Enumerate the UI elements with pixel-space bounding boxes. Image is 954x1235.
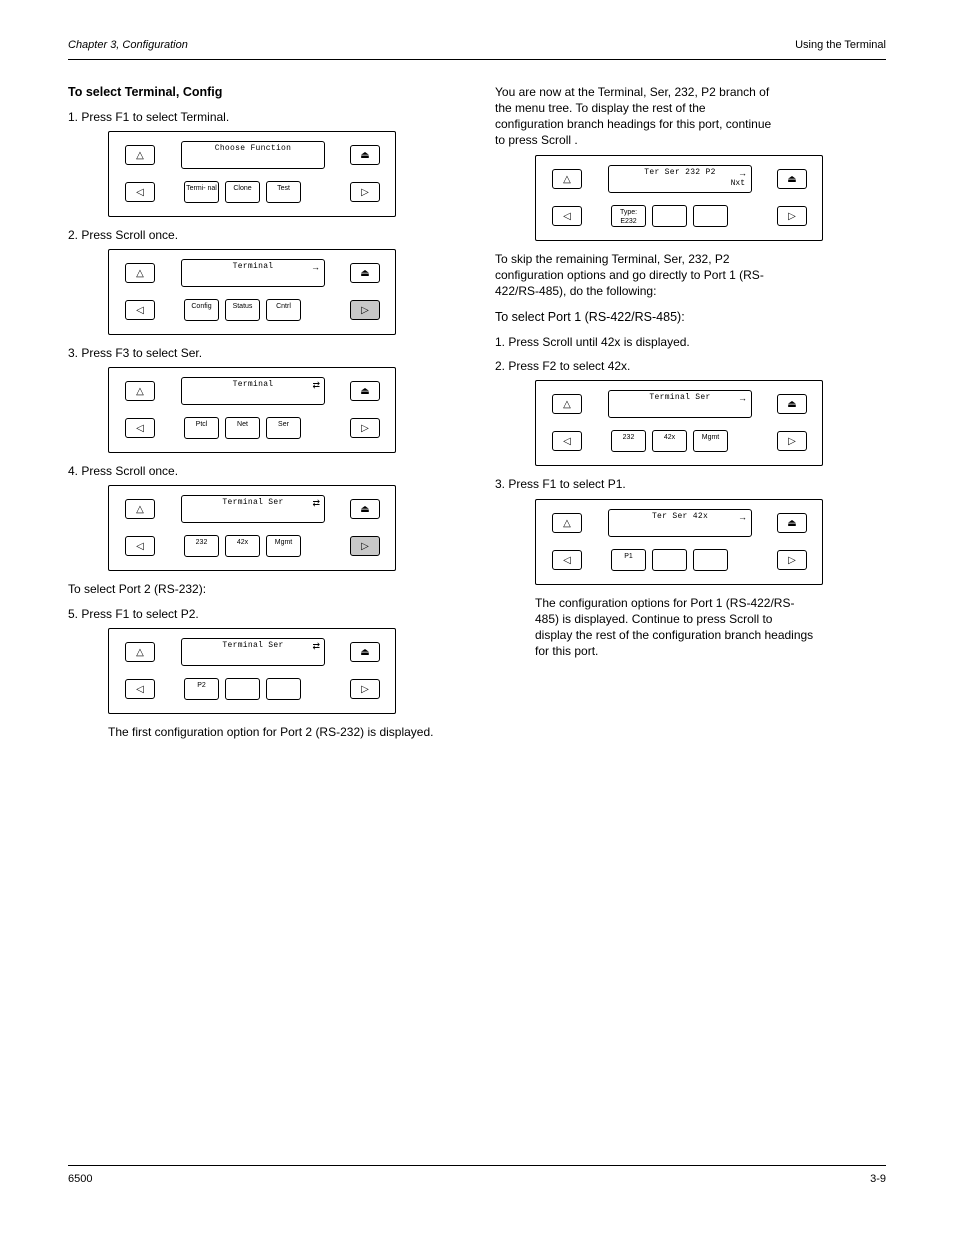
panel-5: Terminal Ser⇄ △ ⏏ ◁ ▷ P2 <box>108 628 396 714</box>
panel7-f2[interactable]: 42x <box>652 430 687 452</box>
panel8-f2[interactable] <box>652 549 687 571</box>
panel6-f3[interactable] <box>693 205 728 227</box>
bidir-arrow-icon: ⇄ <box>312 642 320 651</box>
panel6-f2[interactable] <box>652 205 687 227</box>
panel6-eject-btn[interactable]: ⏏ <box>777 169 807 189</box>
panel1-scroll-right[interactable]: ▷ <box>350 182 380 202</box>
panel1-home-btn[interactable]: △ <box>125 145 155 165</box>
bidir-arrow-icon: ⇄ <box>312 381 320 390</box>
panel2-f2[interactable]: Status <box>225 299 260 321</box>
panel7-scroll-right[interactable]: ▷ <box>777 431 807 451</box>
panel7-eject-btn[interactable]: ⏏ <box>777 394 807 414</box>
panel4-scroll-left[interactable]: ◁ <box>125 536 155 556</box>
panel1-f2[interactable]: Clone <box>225 181 260 203</box>
panel3-f3[interactable]: Ser <box>266 417 301 439</box>
step-5-left: 5. Press F1 to select P2. <box>68 606 459 622</box>
panel2-eject-btn[interactable]: ⏏ <box>350 263 380 283</box>
panel7-home-btn[interactable]: △ <box>552 394 582 414</box>
right-arrow-icon: → <box>738 394 747 403</box>
after-step5: The first configuration option for Port … <box>108 724 459 740</box>
panel5-scroll-right[interactable]: ▷ <box>350 679 380 699</box>
right-arrow-icon: → <box>738 513 747 522</box>
panel-3: Terminal⇄ △ ⏏ ◁ ▷ Ptcl Net Ser <box>108 367 396 453</box>
panel8-scroll-right[interactable]: ▷ <box>777 550 807 570</box>
panel-7: Terminal Ser→ △ ⏏ ◁ ▷ 232 42x Mgmt <box>535 380 823 466</box>
right-mid: To skip the remaining Terminal, Ser, 232… <box>495 251 886 300</box>
panel3-home-btn[interactable]: △ <box>125 381 155 401</box>
panel4-f3[interactable]: Mgmt <box>266 535 301 557</box>
panel6-f1[interactable]: Type: E232 <box>611 205 646 227</box>
panel-8: Ter Ser 42x→ △ ⏏ ◁ ▷ P1 <box>535 499 823 585</box>
panel-1: Choose Function △ ⏏ ◁ ▷ Termi- nal Clone… <box>108 131 396 217</box>
panel8-f3[interactable] <box>693 549 728 571</box>
right-column: You are now at the Terminal, Ser, 232, P… <box>495 74 886 746</box>
panel8-home-btn[interactable]: △ <box>552 513 582 533</box>
header-chapter: Chapter 3, Configuration <box>68 38 188 53</box>
panel1-eject-btn[interactable]: ⏏ <box>350 145 380 165</box>
right-arrow-icon: → <box>738 169 747 178</box>
panel1-f1[interactable]: Termi- nal <box>184 181 219 203</box>
left-column: To select Terminal, Config 1. Press F1 t… <box>68 74 459 746</box>
panel2-f3[interactable]: Cntrl <box>266 299 301 321</box>
step-4-left: 4. Press Scroll once. <box>68 463 459 479</box>
section-title-terminal-config: To select Terminal, Config <box>68 84 459 101</box>
right-arrow-icon: → <box>311 263 320 272</box>
step-1-right: 1. Press Scroll until 42x is displayed. <box>495 334 886 350</box>
panel4-f2[interactable]: 42x <box>225 535 260 557</box>
panel-2: Terminal→ △ ⏏ ◁ ▷ Config Status Cntrl <box>108 249 396 335</box>
panel6-home-btn[interactable]: △ <box>552 169 582 189</box>
subsection-port2: To select Port 2 (RS-232): <box>68 581 459 597</box>
right-intro: You are now at the Terminal, Ser, 232, P… <box>495 84 886 149</box>
panel7-f3[interactable]: Mgmt <box>693 430 728 452</box>
panel8-eject-btn[interactable]: ⏏ <box>777 513 807 533</box>
panel7-scroll-left[interactable]: ◁ <box>552 431 582 451</box>
panel3-scroll-right[interactable]: ▷ <box>350 418 380 438</box>
panel3-eject-btn[interactable]: ⏏ <box>350 381 380 401</box>
panel5-eject-btn[interactable]: ⏏ <box>350 642 380 662</box>
header-section: Using the Terminal <box>795 38 886 53</box>
panel2-scroll-left[interactable]: ◁ <box>125 300 155 320</box>
panel-6: Ter Ser 232 P2 → Nxt △ ⏏ ◁ ▷ Type: E232 <box>535 155 823 241</box>
panel-4: Terminal Ser⇄ △ ⏏ ◁ ▷ 232 42x Mgmt <box>108 485 396 571</box>
panel3-scroll-left[interactable]: ◁ <box>125 418 155 438</box>
footer-page: 3-9 <box>870 1172 886 1187</box>
panel1-f3[interactable]: Test <box>266 181 301 203</box>
panel7-f1[interactable]: 232 <box>611 430 646 452</box>
panel4-home-btn[interactable]: △ <box>125 499 155 519</box>
step-2-right: 2. Press F2 to select 42x. <box>495 358 886 374</box>
panel6-scroll-right[interactable]: ▷ <box>777 206 807 226</box>
step-3-right: 3. Press F1 to select P1. <box>495 476 886 492</box>
panel5-f1[interactable]: P2 <box>184 678 219 700</box>
panel1-scroll-left[interactable]: ◁ <box>125 182 155 202</box>
section-title-port1: To select Port 1 (RS-422/RS-485): <box>495 309 886 326</box>
panel5-f2[interactable] <box>225 678 260 700</box>
bidir-arrow-icon: ⇄ <box>312 499 320 508</box>
step-2-left: 2. Press Scroll once. <box>68 227 459 243</box>
panel8-scroll-left[interactable]: ◁ <box>552 550 582 570</box>
footer-model: 6500 <box>68 1172 92 1187</box>
panel5-f3[interactable] <box>266 678 301 700</box>
panel8-f1[interactable]: P1 <box>611 549 646 571</box>
panel4-f1[interactable]: 232 <box>184 535 219 557</box>
step-1-left: 1. Press F1 to select Terminal. <box>68 109 459 125</box>
panel4-scroll-right[interactable]: ▷ <box>350 536 380 556</box>
panel2-f1[interactable]: Config <box>184 299 219 321</box>
panel4-eject-btn[interactable]: ⏏ <box>350 499 380 519</box>
panel5-scroll-left[interactable]: ◁ <box>125 679 155 699</box>
panel6-scroll-left[interactable]: ◁ <box>552 206 582 226</box>
panel3-f2[interactable]: Net <box>225 417 260 439</box>
after-step3-right: The configuration options for Port 1 (RS… <box>535 595 886 660</box>
panel2-scroll-right[interactable]: ▷ <box>350 300 380 320</box>
panel2-home-btn[interactable]: △ <box>125 263 155 283</box>
step-3-left: 3. Press F3 to select Ser. <box>68 345 459 361</box>
panel3-f1[interactable]: Ptcl <box>184 417 219 439</box>
panel5-home-btn[interactable]: △ <box>125 642 155 662</box>
